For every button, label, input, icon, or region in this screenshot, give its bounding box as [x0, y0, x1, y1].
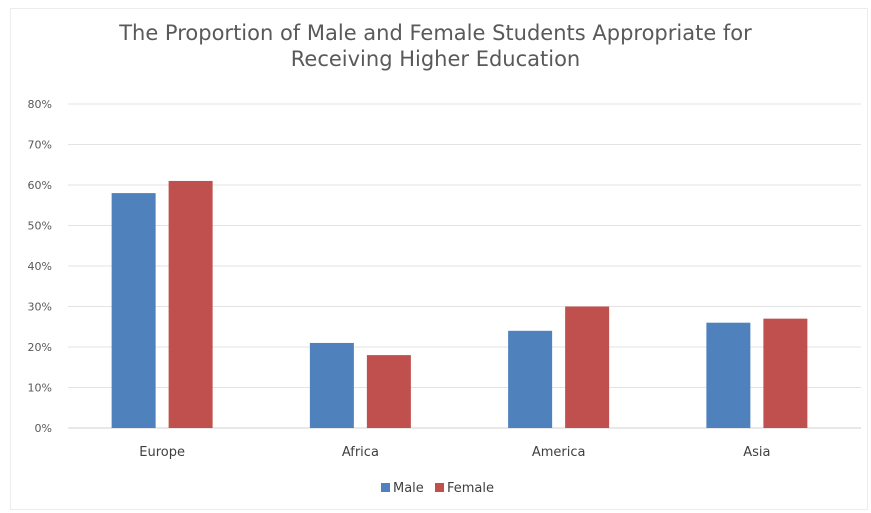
y-tick-label: 60%	[28, 179, 52, 192]
bar-male-europe	[111, 193, 156, 428]
y-axis: 0% 10% 20% 30% 40% 50% 60% 70% 80%	[28, 98, 52, 435]
bar-female-asia	[763, 318, 808, 428]
bar-male-asia	[706, 322, 751, 428]
y-tick-label: 10%	[28, 382, 52, 395]
legend-label-female: Female	[447, 481, 494, 496]
y-tick-label: 50%	[28, 220, 52, 233]
x-axis: Europe Africa America Asia	[139, 445, 770, 460]
y-tick-label: 30%	[28, 301, 52, 314]
legend: Male Female	[381, 481, 494, 496]
y-tick-label: 20%	[28, 341, 52, 354]
y-tick-label: 40%	[28, 260, 52, 273]
bar-female-africa	[366, 355, 411, 428]
chart-title: The Proportion of Male and Female Studen…	[119, 21, 752, 71]
bars	[111, 180, 808, 428]
y-tick-label: 80%	[28, 98, 52, 111]
legend-swatch-female	[435, 483, 444, 492]
bar-female-america	[565, 306, 610, 428]
bar-male-america	[508, 330, 553, 428]
bar-male-africa	[309, 342, 354, 428]
y-tick-label: 0%	[35, 422, 52, 435]
legend-label-male: Male	[393, 481, 424, 496]
bar-female-europe	[168, 180, 213, 428]
x-tick-label: Asia	[743, 445, 770, 460]
legend-swatch-male	[381, 483, 390, 492]
x-tick-label: Europe	[139, 445, 185, 460]
y-tick-label: 70%	[28, 139, 52, 152]
x-tick-label: America	[532, 445, 586, 460]
x-tick-label: Africa	[342, 445, 379, 460]
